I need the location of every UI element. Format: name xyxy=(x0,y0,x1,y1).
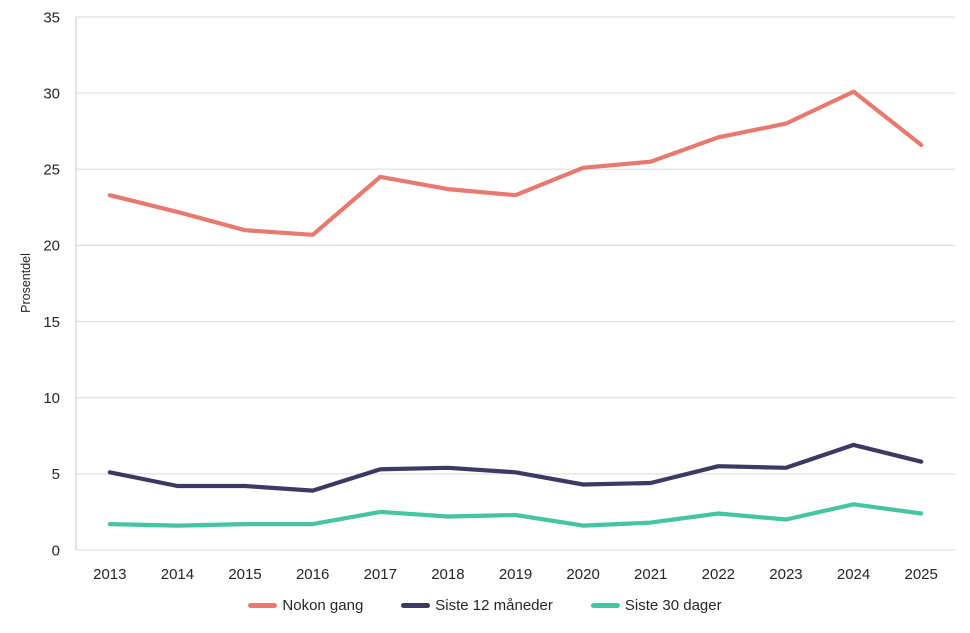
y-tick-label: 35 xyxy=(43,9,60,26)
x-tick-label: 2021 xyxy=(634,566,667,583)
legend-swatch-line xyxy=(590,603,620,608)
legend-swatch-line xyxy=(248,603,278,608)
legend-item: Siste 12 måneder xyxy=(401,597,553,614)
y-tick-label: 15 xyxy=(43,314,60,331)
legend-label: Siste 12 måneder xyxy=(435,597,553,614)
y-tick-label: 30 xyxy=(43,85,60,102)
x-tick-label: 2016 xyxy=(296,566,329,583)
legend-label: Nokon gang xyxy=(282,597,364,614)
chart-legend: Nokon gang Siste 12 måneder Siste 30 dager xyxy=(0,597,970,614)
x-tick-label: 2017 xyxy=(364,566,397,583)
y-tick-label: 0 xyxy=(52,542,60,559)
legend-label: Siste 30 dager xyxy=(624,597,722,614)
x-tick-label: 2023 xyxy=(769,566,802,583)
y-axis-title: Prosentdel xyxy=(19,253,33,313)
x-tick-label: 2015 xyxy=(228,566,261,583)
series-line xyxy=(107,442,924,493)
x-tick-label: 2019 xyxy=(499,566,532,583)
legend-swatch-line xyxy=(401,603,431,608)
x-tick-label: 2024 xyxy=(837,566,870,583)
legend-item: Nokon gang xyxy=(248,597,363,614)
x-tick-label: 2025 xyxy=(905,566,938,583)
legend-item: Siste 30 dager xyxy=(590,597,722,614)
x-tick-label: 2014 xyxy=(161,566,194,583)
series-line xyxy=(107,89,924,237)
y-tick-label: 20 xyxy=(43,238,60,255)
x-tick-label: 2013 xyxy=(93,566,126,583)
x-tick-label: 2020 xyxy=(566,566,599,583)
x-tick-label: 2018 xyxy=(431,566,464,583)
series-line xyxy=(107,502,924,528)
y-tick-label: 10 xyxy=(43,390,60,407)
x-tick-label: 2022 xyxy=(702,566,735,583)
y-tick-label: 25 xyxy=(43,162,60,179)
y-tick-label: 5 xyxy=(52,466,60,483)
